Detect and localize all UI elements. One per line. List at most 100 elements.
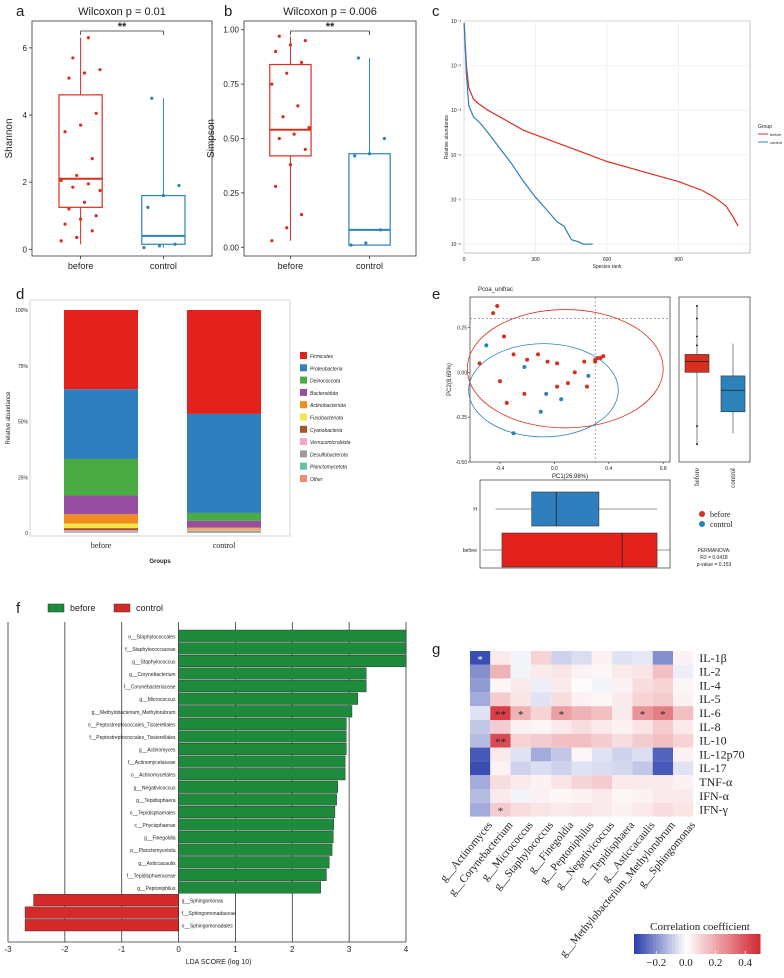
legend-label-Deinococcota: Deinococcota — [310, 379, 341, 385]
lda-bar-p__Planctomycetota — [178, 843, 333, 856]
data-point-before — [555, 384, 560, 389]
significance-star: * — [640, 709, 646, 721]
data-point-control — [544, 391, 549, 396]
lda-bar-f__Corynebacteriaceae — [178, 680, 367, 693]
data-point-control — [522, 364, 527, 369]
legend-label-control: control — [710, 520, 733, 529]
data-point-before — [497, 379, 502, 384]
permanova-text: R2 = 0.0418 — [700, 555, 728, 561]
heatmap-cell — [571, 775, 592, 789]
x-tick-label-c: 0 — [463, 257, 466, 263]
data-point-a — [71, 185, 75, 189]
y-tick-label-c: 10⁻⁵ — [451, 197, 461, 203]
heatmap-cell — [652, 802, 673, 817]
heatmap-cell — [490, 664, 511, 679]
bar-segment-Actinobacteriota-control — [187, 527, 261, 529]
colorbar-segment — [662, 934, 666, 954]
y-tick-label-a: 6 — [23, 44, 28, 53]
heatmap-cell — [530, 678, 552, 693]
heatmap-cell — [673, 706, 694, 720]
colorbar-segment — [678, 934, 682, 954]
x-tick-label-e: -0.4 — [496, 466, 505, 472]
data-point-b — [277, 34, 281, 38]
x-axis-label-c: Species rank — [593, 264, 622, 270]
heatmap-row-label: IL-5 — [699, 692, 720, 706]
colorbar-segment — [706, 934, 711, 954]
lda-bar-g__Actinomyces — [178, 743, 347, 756]
chart-title-a: Wilcoxon p = 0.01 — [78, 6, 166, 18]
lda-bar-f__Sphingomonadaceae — [24, 906, 179, 919]
lda-label-g__Sphingomonas: g__Sphingomonas — [182, 899, 224, 905]
data-point-b — [299, 213, 304, 217]
data-point-before — [525, 357, 530, 362]
lda-bar-g__Staphylococcus — [178, 654, 407, 667]
colorbar-segment — [674, 934, 679, 954]
sig-stars-a: ** — [118, 21, 127, 33]
series-line-before — [463, 23, 739, 227]
outlier-e-right — [696, 335, 698, 338]
box-a-control — [141, 194, 186, 245]
heatmap-row-label: IL-1β — [699, 651, 726, 665]
heatmap-cell — [470, 789, 491, 803]
colorbar-title: Correlation coefficient — [650, 921, 750, 933]
legend-label-Actinobacteriota: Actinobacteriota — [309, 403, 346, 409]
data-point-b — [292, 132, 296, 136]
data-point-b — [281, 115, 285, 119]
data-point-a — [177, 183, 181, 188]
chart-title-b: Wilcoxon p = 0.006 — [283, 6, 377, 18]
lda-label-f__Corynebacteriaceae: f__Corynebacteriaceae — [124, 685, 176, 691]
heatmap-cell — [571, 802, 592, 817]
heatmap-cell — [652, 789, 673, 803]
heatmap-cell — [571, 761, 592, 776]
x-tick-label-f: 0 — [176, 945, 181, 954]
y-tick-label-e: 0.25 — [457, 325, 467, 331]
colorbar-segment — [643, 934, 648, 954]
x-tick-label-e-right: control — [729, 468, 737, 488]
data-point-a — [67, 207, 71, 211]
y-tick-label-d: 100% — [15, 308, 28, 314]
legend-swatch-Verrucomicrobiota — [300, 438, 307, 446]
heatmap-cell — [571, 664, 592, 679]
bar-segment-Proteobacteria-control — [187, 413, 261, 513]
colorbar-segment — [737, 934, 742, 954]
data-point-a — [75, 173, 79, 178]
lda-label-o__Staphylococcales: o__Staphylococcales — [128, 634, 176, 640]
colorbar-segment — [753, 934, 758, 954]
heatmap-cell — [530, 664, 552, 679]
data-point-b — [273, 49, 278, 54]
data-point-b — [285, 71, 289, 75]
x-tick-label-e: 0.4 — [605, 466, 612, 472]
data-point-a — [71, 56, 75, 60]
data-point-control — [538, 409, 543, 414]
bar-segment-Planctomycetota-control — [187, 531, 261, 533]
lda-bar-g__Micrococcus — [178, 692, 358, 705]
data-point-before — [593, 359, 598, 364]
lda-label-g__Peptoniphilus: g__Peptoniphilus — [137, 886, 176, 892]
heatmap-cell — [551, 706, 572, 720]
colorbar-segment — [703, 934, 707, 954]
bar-segment-Desulfobacterota-before — [64, 531, 138, 533]
legend-swatch-control — [113, 603, 131, 613]
lda-bar-o__Actinomycetales — [178, 768, 346, 781]
heatmap-cell — [591, 733, 613, 748]
data-point-b — [382, 136, 387, 141]
heatmap-cell — [673, 789, 694, 803]
lda-bar-f__Staphylococcaceae — [178, 642, 407, 655]
colorbar-segment — [652, 934, 657, 954]
heatmap-cell — [571, 733, 592, 748]
permanova-text: PERMANOVA: — [698, 548, 731, 554]
lda-bar-o__Sphingomonadales — [24, 919, 179, 932]
bar-segment-Proteobacteria-before — [64, 389, 138, 459]
heatmap-cell — [591, 747, 613, 762]
lda-bar-g__Asticcacaulis — [178, 856, 330, 869]
lda-bar-g__Sphingomonas — [33, 894, 179, 907]
heatmap-cell — [673, 775, 694, 789]
heatmap-cell — [632, 706, 653, 720]
legend-dot-before — [699, 511, 705, 517]
bar-segment-Bacteroidota-before — [64, 495, 138, 515]
heatmap-cell — [470, 720, 491, 734]
colorbar-segment — [668, 934, 673, 954]
heatmap-cell — [612, 706, 633, 720]
x-tick-label-f: -3 — [4, 945, 12, 954]
box-e-right-before — [684, 354, 710, 373]
